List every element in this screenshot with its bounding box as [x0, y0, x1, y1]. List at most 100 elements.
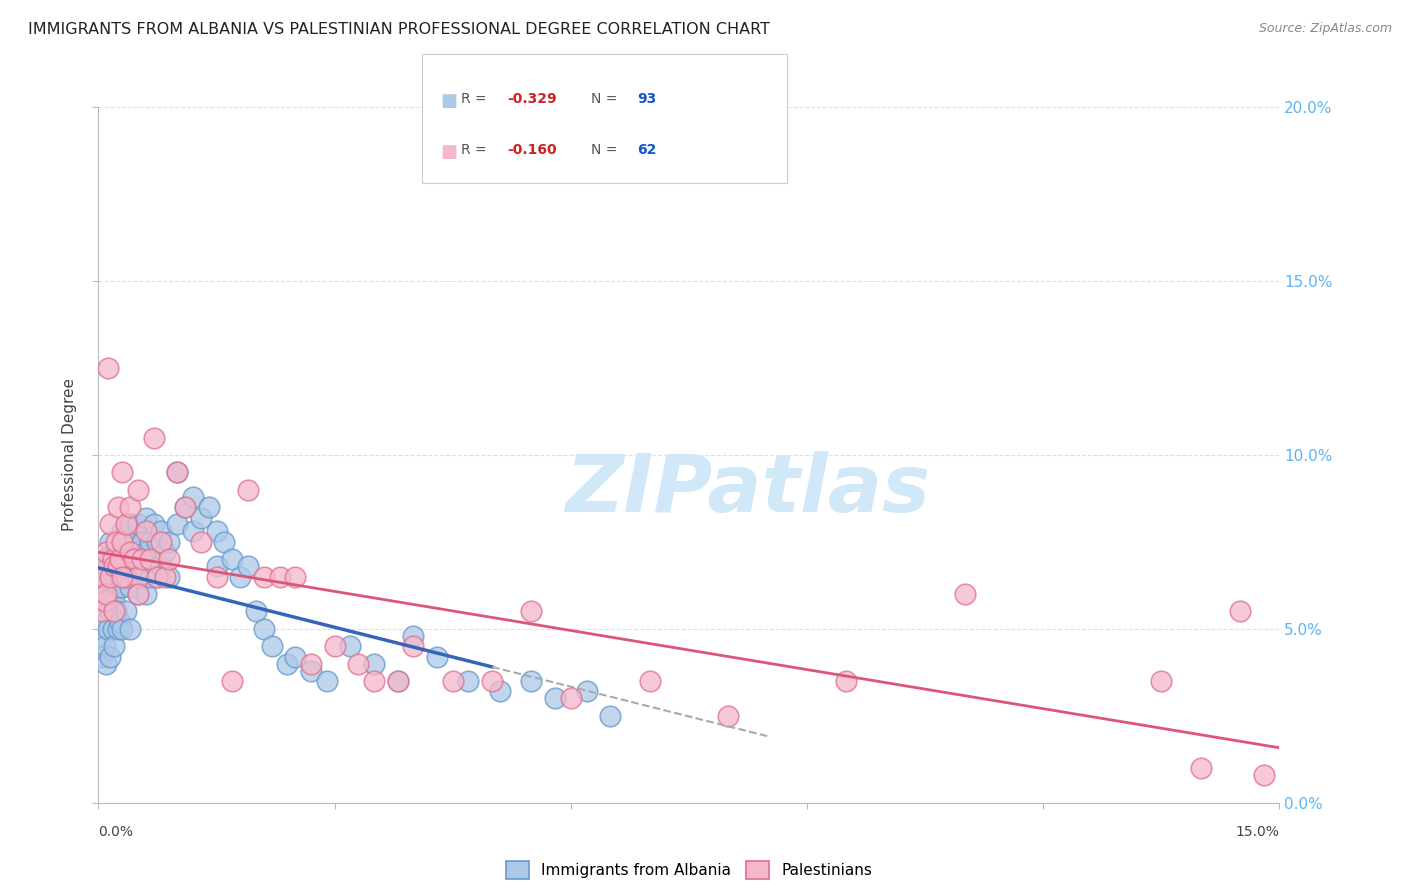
Point — [111, 570, 134, 584]
Point — [115, 534, 138, 549]
Text: 93: 93 — [637, 92, 657, 106]
Point — [111, 524, 134, 539]
Point — [221, 674, 243, 689]
Point — [315, 674, 337, 689]
Point — [111, 466, 134, 480]
Point — [91, 629, 114, 643]
Point — [127, 517, 149, 532]
Point — [111, 534, 134, 549]
Point — [197, 500, 219, 514]
Point — [135, 524, 157, 539]
Point — [131, 570, 153, 584]
Point — [107, 622, 129, 636]
Point — [96, 545, 118, 559]
Text: R =: R = — [461, 143, 491, 157]
Point — [115, 517, 138, 532]
Point — [166, 466, 188, 480]
Point — [93, 552, 115, 566]
Point — [150, 534, 173, 549]
Point — [138, 570, 160, 584]
Text: ■: ■ — [440, 92, 457, 110]
Point — [107, 500, 129, 514]
Point — [135, 587, 157, 601]
Point — [118, 545, 141, 559]
Point — [544, 691, 567, 706]
Text: 62: 62 — [637, 143, 657, 157]
Point — [229, 570, 252, 584]
Point — [560, 691, 582, 706]
Point — [131, 552, 153, 566]
Point — [205, 570, 228, 584]
Point — [174, 500, 197, 514]
Point — [150, 559, 173, 574]
Point — [122, 570, 145, 584]
Point — [135, 510, 157, 524]
Point — [127, 570, 149, 584]
Point — [253, 570, 276, 584]
Point — [97, 360, 120, 375]
Point — [205, 524, 228, 539]
Point — [122, 534, 145, 549]
Point — [103, 570, 125, 584]
Point — [146, 570, 169, 584]
Point — [387, 674, 409, 689]
Point — [93, 639, 115, 653]
Point — [115, 570, 138, 584]
Point — [520, 605, 543, 619]
Point — [131, 534, 153, 549]
Point — [1189, 761, 1212, 775]
Point — [103, 559, 125, 574]
Point — [101, 622, 124, 636]
Point — [98, 605, 121, 619]
Point — [118, 500, 141, 514]
Point — [260, 639, 283, 653]
Point — [166, 466, 188, 480]
Point — [489, 684, 512, 698]
Point — [91, 605, 114, 619]
Point — [157, 552, 180, 566]
Point — [387, 674, 409, 689]
Point — [104, 534, 127, 549]
Text: -0.329: -0.329 — [508, 92, 557, 106]
Point — [717, 708, 740, 723]
Point — [245, 605, 267, 619]
Point — [269, 570, 291, 584]
Point — [111, 622, 134, 636]
Point — [638, 674, 661, 689]
Point — [284, 570, 307, 584]
Point — [157, 534, 180, 549]
Point — [284, 649, 307, 664]
Point — [127, 587, 149, 601]
Text: N =: N = — [591, 92, 621, 106]
Point — [575, 684, 598, 698]
Point — [93, 570, 115, 584]
Point — [101, 552, 124, 566]
Point — [181, 490, 204, 504]
Point — [103, 605, 125, 619]
Point — [190, 534, 212, 549]
Point — [96, 615, 118, 629]
Point — [146, 570, 169, 584]
Point — [299, 657, 322, 671]
Point — [118, 517, 141, 532]
Point — [115, 605, 138, 619]
Text: R =: R = — [461, 92, 491, 106]
Point — [142, 430, 165, 444]
Point — [96, 587, 118, 601]
Text: ■: ■ — [440, 143, 457, 161]
Point — [1253, 768, 1275, 782]
Point — [107, 552, 129, 566]
Point — [104, 605, 127, 619]
Point — [97, 559, 120, 574]
Point — [276, 657, 298, 671]
Point — [97, 622, 120, 636]
Text: 15.0%: 15.0% — [1236, 825, 1279, 839]
Point — [953, 587, 976, 601]
Point — [101, 587, 124, 601]
Point — [142, 552, 165, 566]
Point — [323, 639, 346, 653]
Point — [363, 657, 385, 671]
Text: N =: N = — [591, 143, 621, 157]
Point — [363, 674, 385, 689]
Point — [339, 639, 361, 653]
